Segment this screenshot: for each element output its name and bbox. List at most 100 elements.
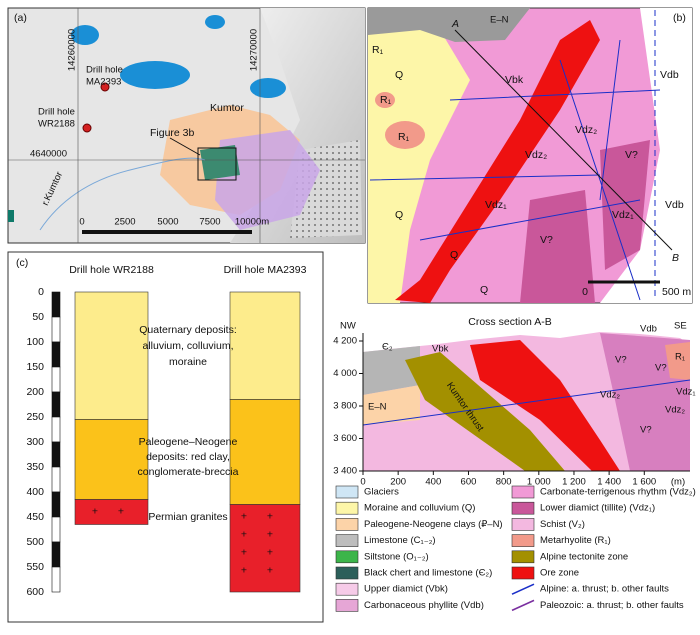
purple-area [215,130,320,230]
depth-tick-label: 550 [26,561,44,573]
depth-tick-label: 100 [26,336,44,348]
granite-symbol: + [118,505,124,517]
depth-scale-segment [51,366,61,393]
panel-label: (a) [14,12,27,24]
section-label: E–N [368,402,387,413]
map-label: Vdz₁ [485,199,507,211]
legend-label: Schist (V₂) [540,519,585,530]
layer [74,499,149,525]
legend-label: Carbonaceous phyllite (Vdb) [364,600,484,611]
layer [74,291,149,420]
depth-scale-segment [51,466,61,493]
map-label: R₁ [380,94,392,106]
x-tick-label: 1 400 [597,477,621,488]
granite-symbol: + [267,546,273,558]
section-title: Cross section A-B [468,316,551,328]
legend-label: Carbonate-terrigenous rhythm (Vdz₂) [540,487,696,498]
y-tick-label: 3 800 [333,401,357,412]
y-tick-label: 3 600 [333,433,357,444]
map-label: V? [540,234,553,246]
granite-symbol: + [267,564,273,576]
layer [229,504,301,593]
legend-swatch [511,599,535,612]
depth-tick-label: 400 [26,486,44,498]
legend-swatch [511,518,535,531]
outside-area [600,8,692,303]
limestone-area [368,8,530,42]
unit-label: moraine [169,356,207,368]
depth-scale-segment [51,316,61,343]
hole-name: Drill hole WR2188 [69,264,154,276]
depth-scale-segment [51,441,61,468]
legend: Glaciers Moraine and colluvium (Q) Paleoge… [335,485,696,612]
legend-swatch [511,583,535,595]
map-label: Q [450,249,458,261]
map-label: Vdb [665,199,684,211]
drill-label: WR2188 [38,119,75,130]
section-label: Vbk [432,344,449,355]
inset-box [197,147,237,181]
fault [369,39,661,301]
granite-symbol: + [241,510,247,522]
section-label: V? [655,363,667,374]
scale-label: 0 [582,286,588,298]
y-tick-label: 3 400 [333,466,357,477]
ore-zone [470,340,620,471]
vdz1-area [600,140,650,270]
hole-name: Drill hole MA2393 [224,264,307,276]
drill-label: Drill hole [38,107,75,118]
x-tick-label: 600 [461,477,477,488]
ore-area [200,145,240,180]
y-tick-label: 4 200 [333,336,357,347]
map-label: B [672,252,679,264]
granite-symbol: + [267,528,273,540]
x-tick-label: 200 [390,477,406,488]
depth-scale-segment [51,291,61,318]
legend-swatch [511,566,535,580]
pointer [169,137,201,156]
panel-label: (b) [673,12,686,24]
section-label: V? [615,355,627,366]
unit-label: (m) [671,477,685,488]
map-label: Vbk [505,74,524,86]
legend-swatch [335,534,359,547]
depth-tick-label: 450 [26,511,44,523]
map-label: Vdz₂ [575,124,597,136]
layer [229,399,301,505]
legend-swatch [511,485,535,499]
unit-label: Paleogene–Neogene [139,436,238,448]
section-line [454,29,673,251]
depth-tick-label: 0 [38,286,44,298]
granite-symbol: + [241,564,247,576]
drill-label: MA2393 [86,77,121,88]
vdz-area [600,333,690,471]
unit-label: conglomerate-breccia [138,466,239,478]
map-label: R₁ [398,131,410,143]
unit-label: Quaternary deposits: [139,324,236,336]
scale-label: 2500 [114,217,135,228]
legend-label: Lower diamict (tillite) (Vdz₁) [540,503,655,514]
scale-label: 5000 [157,217,178,228]
map-label: Vdz₂ [525,149,547,161]
section-label: V? [640,425,652,436]
map-label: V? [625,149,638,161]
depth-scale-segment [51,491,61,518]
place-label: Figure 3b [150,127,195,139]
depth-scale-segment [51,391,61,418]
depth-tick-label: 300 [26,436,44,448]
map-label: R₁ [372,44,384,56]
y-tick-label: 4 000 [333,368,357,379]
depth-tick-label: 150 [26,361,44,373]
paleogene-area [363,385,420,425]
x-tick-label: 800 [496,477,512,488]
map-label: A [451,18,459,30]
depth-scale-segment [51,516,61,543]
legend-label: Ore zone [540,568,579,579]
legend-swatch [335,550,359,564]
granite-symbol: + [267,510,273,522]
section-label: Є₂ [382,342,393,353]
map-label: E–N [490,15,509,26]
legend-label: Limestone (C₁₋₂) [364,535,436,546]
cross-section: Cross section A-B 3 400 3 600 3 800 4 000 4 2… [333,316,695,488]
